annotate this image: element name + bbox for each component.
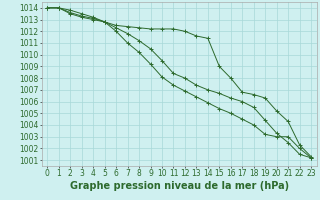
X-axis label: Graphe pression niveau de la mer (hPa): Graphe pression niveau de la mer (hPa) — [70, 181, 289, 191]
